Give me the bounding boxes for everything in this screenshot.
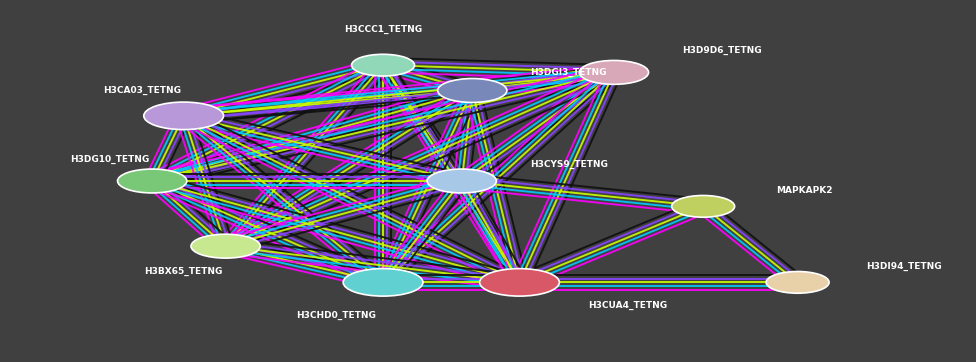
Circle shape <box>479 269 559 296</box>
Text: H3DGI3_TETNG: H3DGI3_TETNG <box>530 68 606 77</box>
Text: H3CYS9_TETNG: H3CYS9_TETNG <box>530 160 608 169</box>
Text: H3BX65_TETNG: H3BX65_TETNG <box>144 267 223 276</box>
Text: H3DG10_TETNG: H3DG10_TETNG <box>70 155 150 164</box>
Circle shape <box>437 79 507 102</box>
Circle shape <box>580 60 649 84</box>
Text: H3CHD0_TETNG: H3CHD0_TETNG <box>296 310 376 320</box>
Text: H3D9D6_TETNG: H3D9D6_TETNG <box>682 46 762 55</box>
Circle shape <box>427 169 497 193</box>
Circle shape <box>766 272 829 293</box>
Text: H3DI94_TETNG: H3DI94_TETNG <box>866 261 942 271</box>
Circle shape <box>671 195 735 217</box>
Circle shape <box>351 54 415 76</box>
Circle shape <box>191 234 261 258</box>
Text: H3CA03_TETNG: H3CA03_TETNG <box>102 86 181 95</box>
Circle shape <box>143 102 224 130</box>
Circle shape <box>117 169 186 193</box>
Text: MAPKAPK2: MAPKAPK2 <box>777 186 834 194</box>
Text: H3CCC1_TETNG: H3CCC1_TETNG <box>344 24 422 34</box>
Text: H3CUA4_TETNG: H3CUA4_TETNG <box>588 301 667 311</box>
Circle shape <box>344 269 423 296</box>
